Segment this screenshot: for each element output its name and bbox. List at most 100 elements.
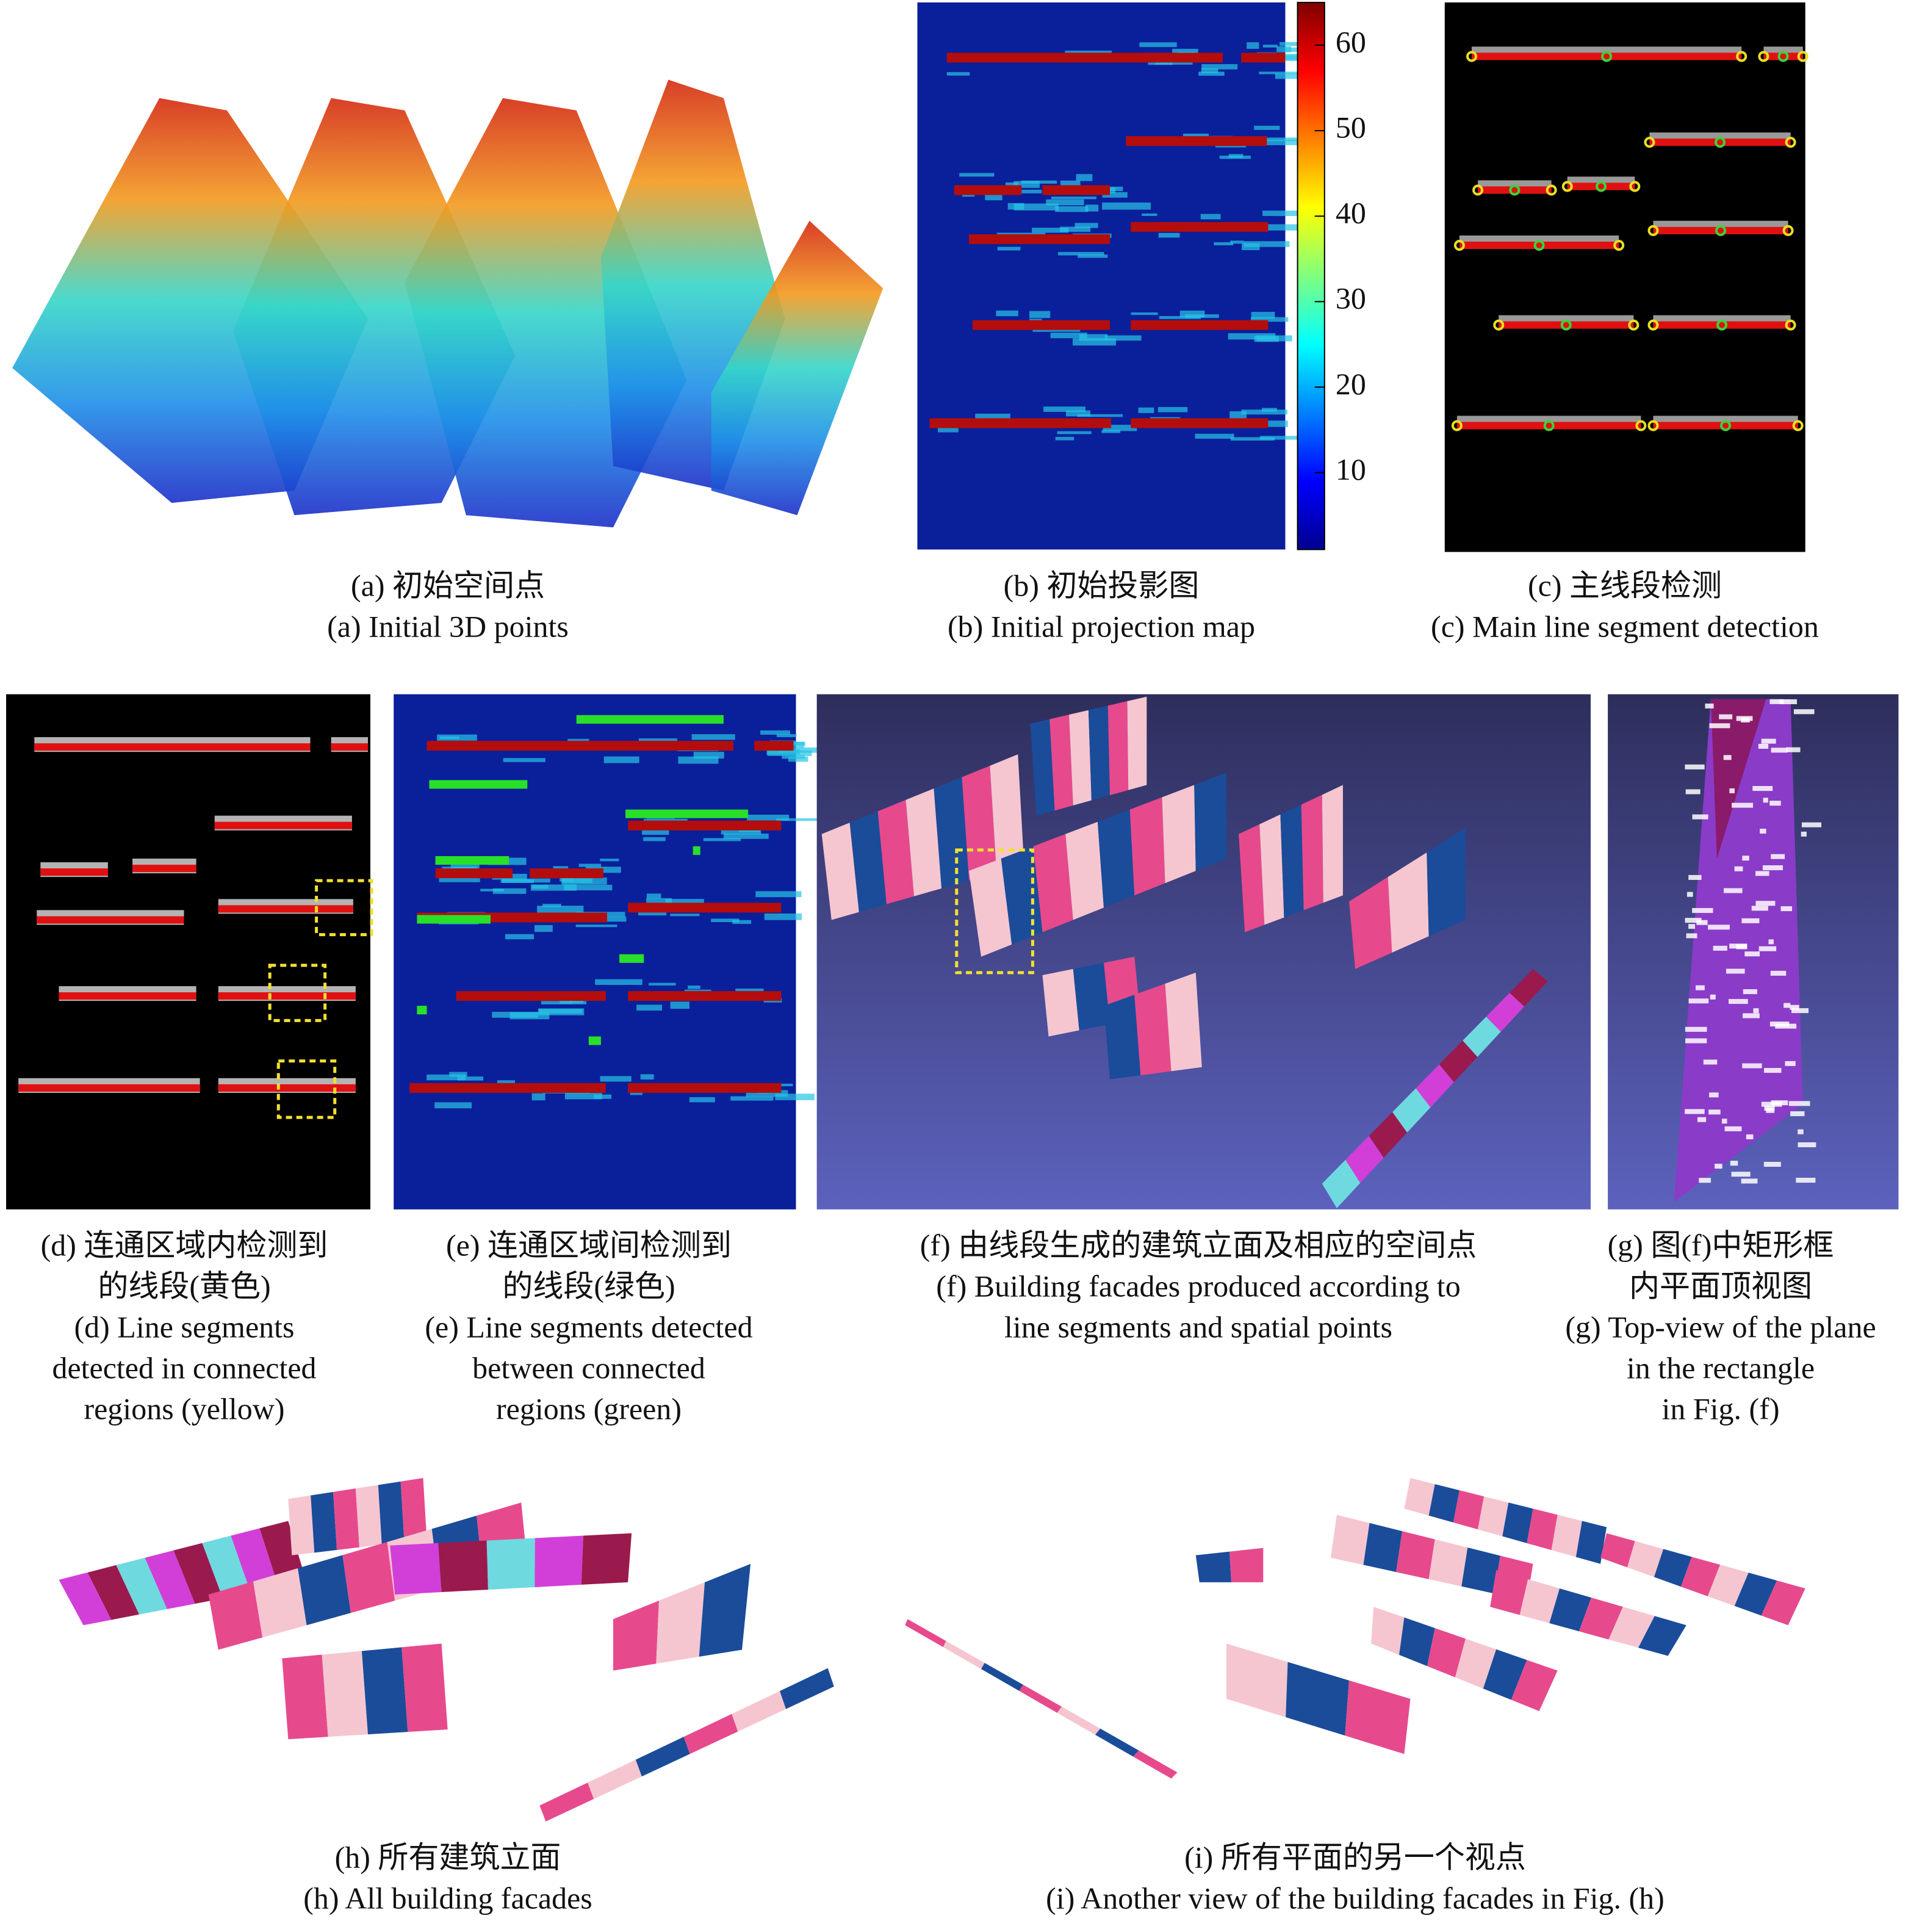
facade bbox=[116, 1557, 167, 1615]
caption: (f) Building facades produced according … bbox=[936, 1269, 1460, 1303]
facade bbox=[1549, 1588, 1591, 1632]
noise bbox=[505, 934, 534, 940]
noise bbox=[1013, 203, 1059, 211]
facade bbox=[1330, 1515, 1370, 1565]
noise bbox=[778, 747, 826, 753]
endpoint bbox=[1715, 225, 1727, 236]
white-points bbox=[1763, 798, 1768, 803]
segment bbox=[1131, 320, 1269, 330]
noise bbox=[1102, 186, 1123, 192]
endpoint bbox=[1797, 51, 1809, 62]
facade bbox=[1761, 1581, 1805, 1626]
noise bbox=[1254, 336, 1280, 342]
facade bbox=[1527, 1508, 1558, 1551]
facade bbox=[1428, 1484, 1459, 1523]
white-points bbox=[1783, 1003, 1791, 1008]
noise bbox=[1013, 181, 1040, 188]
noise bbox=[1254, 126, 1280, 130]
green-segment bbox=[576, 715, 724, 724]
noise bbox=[1172, 48, 1198, 55]
endpoint bbox=[1792, 420, 1804, 431]
white-points bbox=[1699, 1178, 1711, 1183]
facade bbox=[732, 1691, 786, 1732]
segment bbox=[331, 743, 368, 751]
noise bbox=[1195, 433, 1234, 439]
facade bbox=[1322, 1159, 1361, 1208]
noise bbox=[564, 1092, 602, 1100]
noise bbox=[1214, 242, 1234, 246]
white-points bbox=[1770, 970, 1787, 976]
facade bbox=[962, 765, 997, 881]
green-segment bbox=[417, 1006, 427, 1015]
caption: 的线段(绿色) bbox=[502, 1269, 675, 1303]
endpoint bbox=[1647, 319, 1659, 331]
noise bbox=[1262, 408, 1277, 412]
endpoint bbox=[1647, 420, 1659, 431]
facade bbox=[1129, 797, 1165, 896]
noise bbox=[1060, 180, 1081, 186]
noise bbox=[703, 838, 741, 842]
noise bbox=[1073, 338, 1117, 346]
noise bbox=[1032, 228, 1069, 233]
noise bbox=[723, 834, 769, 839]
noise bbox=[670, 914, 700, 917]
point-cloud bbox=[711, 220, 884, 516]
facade bbox=[1638, 1616, 1686, 1656]
segment bbox=[1649, 139, 1791, 146]
noise bbox=[775, 1094, 815, 1100]
facade bbox=[1349, 877, 1392, 969]
facade bbox=[1608, 1607, 1655, 1648]
endpoint bbox=[1613, 240, 1625, 251]
facade bbox=[534, 1535, 583, 1587]
noise bbox=[1102, 192, 1128, 198]
noise bbox=[689, 1097, 715, 1103]
noise bbox=[1259, 71, 1301, 74]
segment bbox=[628, 903, 782, 913]
endpoint bbox=[1715, 137, 1726, 148]
colorbar-tick-label: 20 bbox=[1336, 367, 1366, 401]
facade bbox=[1104, 995, 1141, 1080]
green-segment bbox=[417, 915, 491, 924]
projection-map bbox=[917, 2, 1286, 550]
segment bbox=[1653, 321, 1791, 329]
segment bbox=[218, 992, 356, 1000]
white-points bbox=[1744, 951, 1760, 957]
white-points bbox=[1688, 998, 1709, 1004]
caption: (i) 所有平面的另一个视点 bbox=[1184, 1840, 1526, 1875]
noise bbox=[975, 413, 1010, 419]
noise bbox=[1244, 241, 1290, 247]
caption: 的线段(黄色) bbox=[98, 1269, 270, 1303]
noise bbox=[531, 884, 577, 891]
endpoint bbox=[1720, 420, 1732, 431]
facade bbox=[1229, 1548, 1264, 1582]
endpoint bbox=[1785, 319, 1796, 331]
white-points bbox=[1729, 999, 1748, 1004]
facade bbox=[400, 1478, 427, 1542]
noise bbox=[1139, 42, 1177, 48]
facade bbox=[1322, 785, 1343, 903]
noise bbox=[730, 1096, 774, 1101]
noise bbox=[691, 734, 735, 740]
noise bbox=[578, 863, 602, 867]
noise bbox=[959, 173, 995, 177]
facade bbox=[1226, 1643, 1288, 1717]
caption: in Fig. (f) bbox=[1661, 1392, 1779, 1426]
white-points bbox=[1801, 822, 1822, 827]
highlight-box bbox=[276, 1059, 337, 1119]
noise bbox=[638, 912, 667, 916]
facade bbox=[1095, 1728, 1139, 1757]
white-points bbox=[1692, 908, 1713, 914]
facade bbox=[1388, 852, 1429, 953]
facade bbox=[333, 1488, 359, 1550]
noise bbox=[1029, 319, 1042, 322]
white-points bbox=[1742, 1063, 1762, 1069]
segment bbox=[1653, 226, 1788, 234]
white-points bbox=[1705, 703, 1714, 708]
white-points bbox=[1685, 1026, 1707, 1032]
colorbar-tick-label: 50 bbox=[1336, 110, 1366, 145]
noise bbox=[560, 878, 574, 882]
noise bbox=[643, 837, 666, 842]
colorbar bbox=[1297, 2, 1325, 550]
